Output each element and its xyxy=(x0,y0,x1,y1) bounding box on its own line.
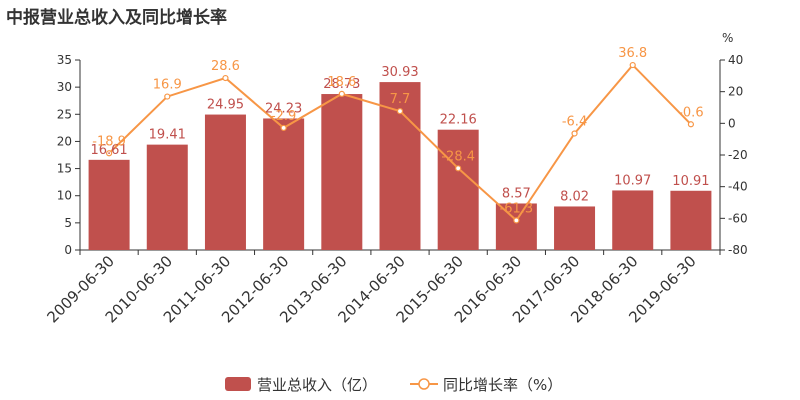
bar xyxy=(321,94,363,250)
y-right-tick-label: -80 xyxy=(728,243,748,257)
bar xyxy=(670,190,712,250)
line-data-label: 16.9 xyxy=(153,78,182,93)
growth-point xyxy=(222,74,229,82)
line-data-label: -6.4 xyxy=(562,114,587,129)
bar xyxy=(495,203,537,250)
bar-data-label: 8.02 xyxy=(560,189,589,204)
growth-point xyxy=(280,124,287,132)
y-right-tick-label: -60 xyxy=(728,211,748,225)
growth-point xyxy=(396,108,404,115)
growth-point xyxy=(571,130,578,137)
bar-data-label: 8.57 xyxy=(502,186,531,201)
line-data-label: -28.4 xyxy=(441,149,475,164)
y-left-tick-label: 10 xyxy=(57,189,72,203)
y-right-tick-label: -40 xyxy=(728,180,748,194)
growth-point xyxy=(513,217,520,224)
line-data-label: 18.6 xyxy=(327,75,356,90)
y-left-tick-label: 0 xyxy=(64,243,72,257)
bar xyxy=(437,129,479,250)
y-right-tick-label: 0 xyxy=(728,116,736,130)
y-left-tick-label: 25 xyxy=(57,107,72,121)
growth-point xyxy=(105,150,113,157)
y-left-tick-label: 5 xyxy=(64,216,72,230)
growth-point xyxy=(338,90,345,97)
y-left-tick-label: 35 xyxy=(57,53,72,67)
line-data-label: 7.7 xyxy=(390,92,411,107)
y-right-unit: % xyxy=(722,31,733,45)
bar xyxy=(146,144,188,250)
bar-data-label: 24.23 xyxy=(265,101,302,116)
bar-data-label: 10.91 xyxy=(672,174,709,189)
y-right-tick-label: 40 xyxy=(728,53,743,67)
legend-bar-swatch xyxy=(225,377,251,391)
legend-line-marker xyxy=(418,378,430,390)
line-data-label: -61.3 xyxy=(500,201,534,216)
bar-data-label: 16.61 xyxy=(90,143,127,158)
bar-data-label: 19.41 xyxy=(149,128,186,143)
bar-data-label: 24.95 xyxy=(207,98,244,113)
growth-point xyxy=(687,121,695,128)
bar xyxy=(554,206,596,250)
bar-data-label: 10.97 xyxy=(614,173,651,188)
bar xyxy=(612,190,654,250)
line-data-label: -18.9 xyxy=(92,134,126,149)
chart-title: 中报营业总收入及同比增长率 xyxy=(6,8,227,28)
bar xyxy=(204,114,246,250)
y-left-tick-label: 15 xyxy=(57,162,72,176)
line-data-label: 28.6 xyxy=(211,59,240,74)
growth-point xyxy=(455,165,462,172)
legend-bar-label: 营业总收入（亿） xyxy=(257,376,377,394)
y-right-tick-label: -20 xyxy=(728,148,748,162)
bar-data-label: 30.93 xyxy=(381,65,418,80)
bar xyxy=(263,118,305,250)
y-right-tick-label: 20 xyxy=(728,85,743,99)
line-data-label: -0.6 xyxy=(678,105,703,120)
y-left-tick-label: 20 xyxy=(57,134,72,148)
bar-data-label: 28.73 xyxy=(323,77,360,92)
line-data-label: -2.9 xyxy=(271,109,296,124)
growth-point xyxy=(164,93,171,100)
growth-point xyxy=(629,61,636,69)
bar-data-label: 22.16 xyxy=(440,113,477,128)
y-left-tick-label: 30 xyxy=(57,80,72,94)
bar xyxy=(88,159,130,250)
line-data-label: 36.8 xyxy=(618,46,647,61)
legend-line-label: 同比增长率（%） xyxy=(443,376,562,394)
